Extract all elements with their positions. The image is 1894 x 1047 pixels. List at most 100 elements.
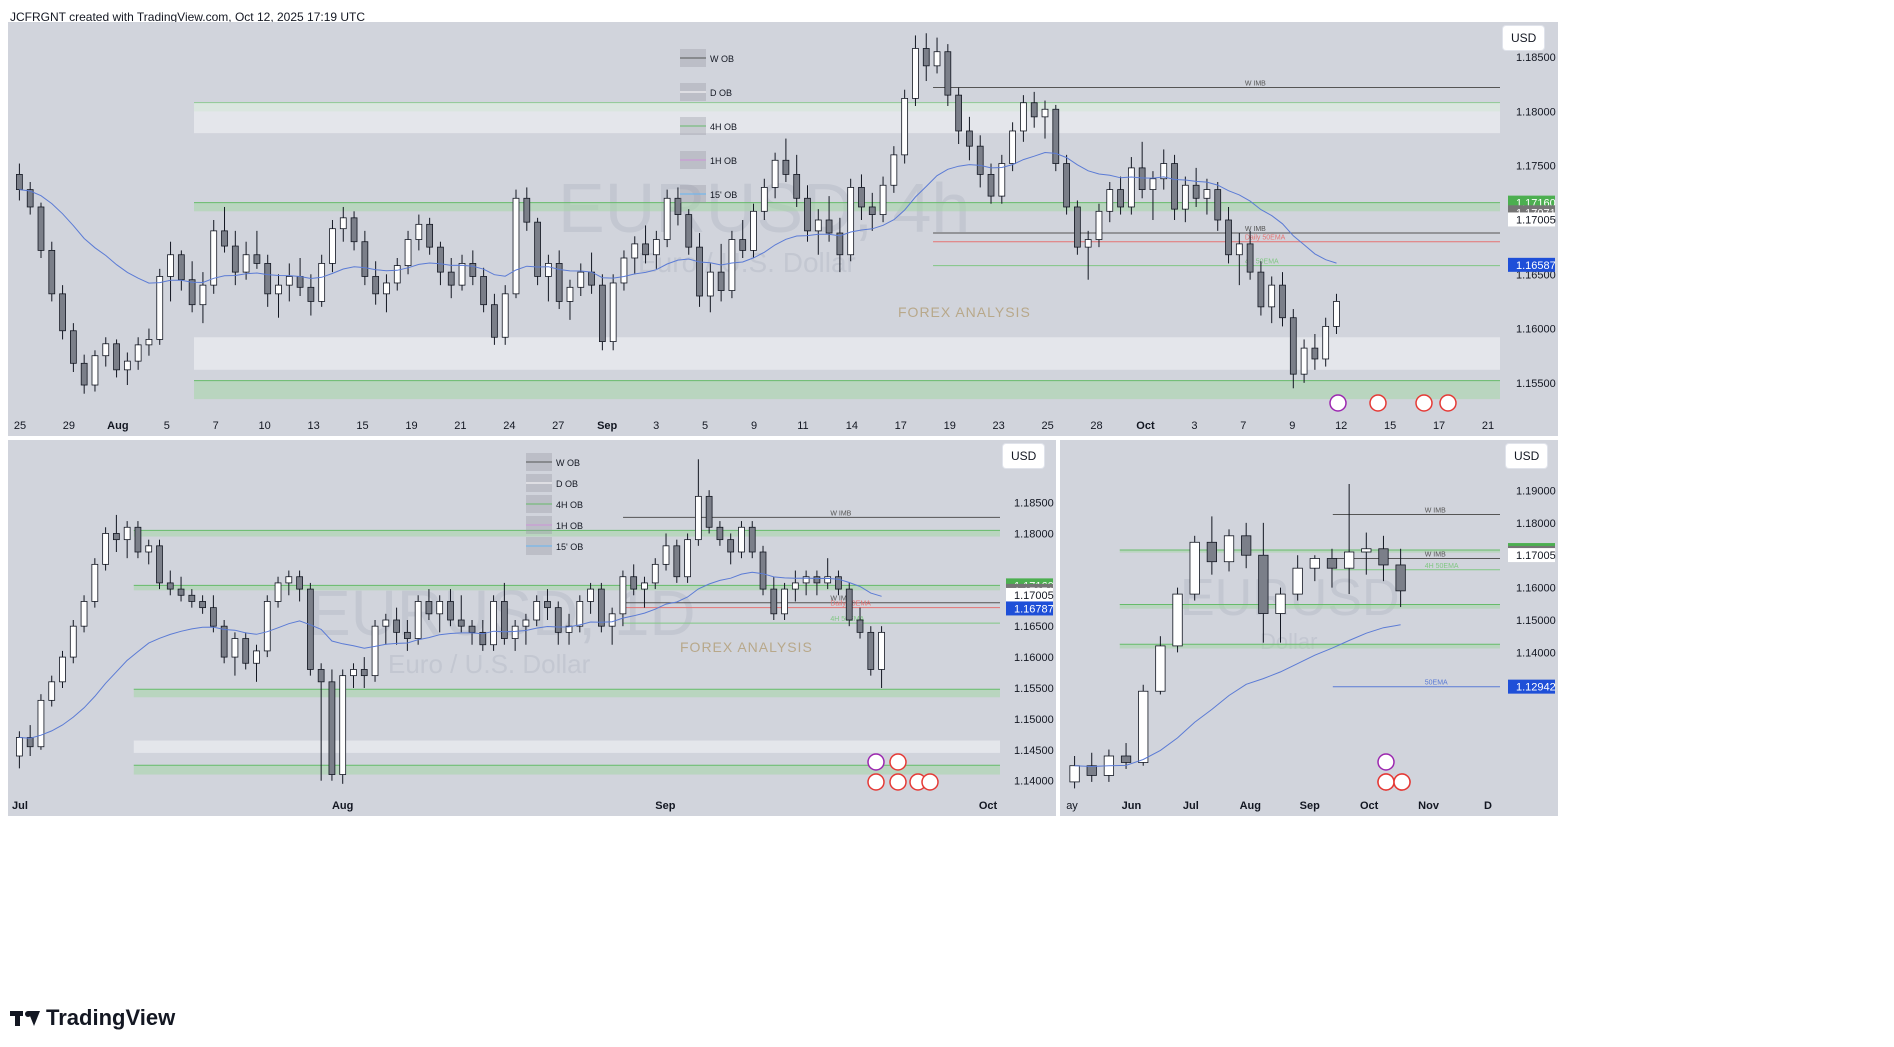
candle-body	[16, 737, 23, 757]
candle-body	[912, 48, 919, 99]
candle-body	[522, 619, 530, 627]
price-label: 1.17005	[1014, 590, 1054, 602]
candle-body	[1206, 541, 1217, 563]
candle-body	[404, 239, 412, 267]
price-label: 1.16787	[1014, 603, 1054, 615]
candle-body	[1020, 102, 1027, 132]
x-tick-label: 21	[1482, 420, 1494, 432]
candle-body	[1172, 593, 1183, 647]
candle-body	[1395, 564, 1406, 592]
candle-body	[360, 669, 368, 677]
candle-body	[91, 355, 99, 386]
candle-body	[167, 254, 174, 277]
candle-body	[1052, 108, 1060, 164]
candle-body	[383, 282, 390, 295]
level-label: 50EMA	[1425, 680, 1448, 687]
currency-badge[interactable]: USD	[1503, 26, 1545, 50]
candle-body	[437, 246, 444, 273]
x-tick-label: 27	[552, 420, 564, 432]
legend-label: 15' OB	[556, 542, 583, 552]
y-tick-label: 1.18500	[1516, 52, 1556, 64]
candle-body	[436, 601, 444, 615]
candle-body	[1241, 535, 1252, 556]
candle-body	[210, 230, 218, 286]
tradingview-logo[interactable]: TradingView	[10, 1005, 175, 1031]
y-tick-label: 1.14000	[1014, 776, 1054, 788]
legend-label: D OB	[710, 88, 732, 98]
watermark-name: Euro / U.S. Dollar	[638, 247, 856, 278]
chart-author-caption: JCFRGNT created with TradingView.com, Oc…	[10, 10, 366, 24]
candle-body	[1120, 755, 1132, 763]
order-block-zone	[133, 585, 1000, 591]
candle-body	[16, 173, 23, 190]
candle-body	[1268, 284, 1276, 308]
candle-body	[750, 210, 757, 251]
lightning-event-icon	[1329, 394, 1347, 412]
y-tick-label: 1.15000	[1516, 615, 1556, 627]
candle-body	[1192, 184, 1200, 199]
x-tick-label: 25	[1041, 420, 1053, 432]
x-tick-label: 25	[14, 420, 26, 432]
candle-body	[329, 228, 336, 264]
x-tick-label: 7	[213, 420, 219, 432]
candle-body	[544, 601, 551, 609]
x-tick-label: 9	[751, 420, 757, 432]
legend-label: W OB	[556, 458, 580, 468]
candle-body	[404, 631, 411, 639]
flag-event-icon	[1377, 773, 1395, 791]
candle-body	[1378, 548, 1389, 566]
y-tick-label: 1.14000	[1516, 647, 1556, 659]
candle-body	[80, 362, 88, 386]
candle-body	[113, 533, 120, 541]
candle-body	[221, 230, 228, 247]
candle-body	[1117, 189, 1124, 208]
legend-label: 4H OB	[710, 122, 737, 132]
candle-body	[220, 625, 228, 658]
x-tick-label: Aug	[1240, 800, 1261, 812]
candle-body	[1333, 301, 1340, 327]
x-tick-label: 15	[356, 420, 368, 432]
candle-body	[59, 656, 66, 683]
legend-label: 1H OB	[710, 156, 737, 166]
candle-body	[156, 276, 164, 340]
candle-body	[856, 619, 864, 633]
candle-body	[339, 675, 347, 775]
price-label-bg	[1006, 601, 1053, 616]
candle-body	[350, 669, 357, 677]
x-tick-label: 23	[993, 420, 1005, 432]
candle-body	[264, 263, 272, 295]
candle-body	[145, 339, 153, 346]
candle-body	[619, 576, 627, 615]
candle-body	[554, 607, 562, 633]
candle-body	[770, 588, 778, 615]
candle-body	[545, 263, 552, 277]
x-tick-label: Jun	[1122, 800, 1142, 812]
candle-body	[813, 576, 821, 584]
legend-label: 1H OB	[556, 521, 583, 531]
ema-line	[19, 151, 1337, 284]
candle-body	[631, 243, 639, 259]
candle-body	[285, 276, 293, 286]
currency-badge[interactable]: USD	[1506, 444, 1548, 468]
chart-panel-1w[interactable]: EURUSD Dollar W IMB W IMB 4H 50EMA 50EMA 1.190…	[1060, 440, 1558, 816]
y-tick-label: 1.18000	[1516, 106, 1556, 118]
ema-line	[19, 571, 882, 739]
x-tick-label: 19	[405, 420, 417, 432]
chart-panel-4h[interactable]: EURUSD, 4h Euro / U.S. Dollar FOREX ANALYS…	[8, 22, 1558, 436]
candle-body	[1289, 317, 1297, 375]
y-tick-label: 1.16500	[1014, 621, 1054, 633]
candle-body	[1160, 163, 1168, 180]
price-label-bg	[1508, 212, 1555, 227]
candle-body	[566, 286, 574, 302]
x-tick-label: Jul	[12, 800, 28, 812]
level-label: W IMB	[1245, 226, 1266, 233]
currency-badge[interactable]: USD	[1003, 444, 1045, 468]
candle-body	[717, 271, 725, 291]
candle-body	[307, 286, 315, 302]
y-tick-label: 1.16500	[1516, 269, 1556, 281]
order-block-zone	[1119, 604, 1500, 609]
candle-body	[199, 284, 207, 306]
candle-body	[814, 219, 822, 232]
candle-body	[933, 51, 941, 67]
